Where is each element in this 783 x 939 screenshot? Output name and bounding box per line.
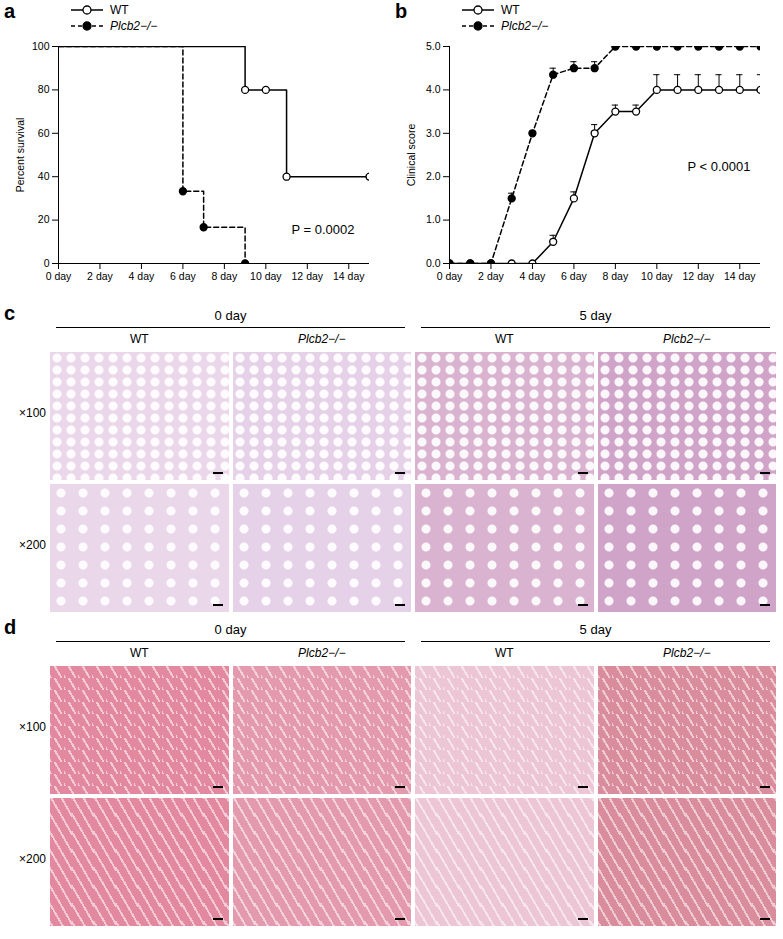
svg-text:8 day: 8 day — [212, 270, 238, 282]
svg-text:0 day: 0 day — [437, 270, 463, 282]
svg-text:60: 60 — [38, 127, 50, 139]
html-text:WT: WT — [129, 646, 149, 660]
html-text:Plcb2−/−: Plcb2−/− — [298, 332, 346, 346]
html-text:WT: WT — [501, 3, 520, 17]
svg-text:4 day: 4 day — [520, 270, 546, 282]
html-text:5 day: 5 day — [579, 622, 612, 637]
html-text:WT: WT — [129, 332, 149, 346]
html-text:0 day: 0 day — [214, 622, 247, 637]
svg-text:4 day: 4 day — [129, 270, 155, 282]
svg-text:6 day: 6 day — [170, 270, 196, 282]
svg-text:8 day: 8 day — [603, 270, 629, 282]
svg-text:0: 0 — [44, 257, 50, 269]
html-text:Plcb2−/−: Plcb2−/− — [501, 19, 549, 33]
svg-text:0.0: 0.0 — [426, 257, 441, 269]
html-text:Plcb2−/−: Plcb2−/− — [298, 646, 346, 660]
svg-text:40: 40 — [38, 170, 50, 182]
svg-text:P = 0.0002: P = 0.0002 — [291, 222, 354, 237]
html-text:WT: WT — [110, 3, 129, 17]
svg-text:14 day: 14 day — [333, 270, 365, 282]
svg-text:12 day: 12 day — [292, 270, 324, 282]
svg-text:100: 100 — [32, 40, 50, 52]
svg-text:10 day: 10 day — [641, 270, 673, 282]
svg-text:20: 20 — [38, 213, 50, 225]
svg-text:2 day: 2 day — [87, 270, 113, 282]
svg-text:3.0: 3.0 — [426, 127, 441, 139]
svg-text:1.0: 1.0 — [426, 213, 441, 225]
svg-text:4.0: 4.0 — [426, 83, 441, 95]
html-text:c: c — [4, 302, 16, 324]
html-text:×100: ×100 — [19, 406, 46, 420]
html-text:×200: ×200 — [19, 538, 46, 552]
html-text:WT: WT — [494, 646, 514, 660]
html-text:a: a — [4, 0, 16, 22]
svg-text:12 day: 12 day — [683, 270, 715, 282]
svg-text:Clinical score: Clinical score — [405, 124, 417, 187]
svg-text:0 day: 0 day — [46, 270, 72, 282]
html-text:WT: WT — [494, 332, 514, 346]
html-text:×200: ×200 — [19, 852, 46, 866]
svg-text:2.0: 2.0 — [426, 170, 441, 182]
svg-text:14 day: 14 day — [724, 270, 756, 282]
html-text:d: d — [4, 616, 17, 638]
html-text:Plcb2−/−: Plcb2−/− — [663, 332, 711, 346]
svg-text:Percent survival: Percent survival — [14, 118, 26, 193]
html-text:5 day: 5 day — [579, 308, 612, 323]
svg-text:80: 80 — [38, 83, 50, 95]
html-text:Plcb2−/−: Plcb2−/− — [110, 19, 158, 33]
svg-text:10 day: 10 day — [250, 270, 282, 282]
svg-text:P < 0.0001: P < 0.0001 — [687, 159, 750, 174]
html-text:b: b — [395, 0, 408, 22]
svg-text:2 day: 2 day — [478, 270, 504, 282]
html-text:×100: ×100 — [19, 720, 46, 734]
svg-text:6 day: 6 day — [561, 270, 587, 282]
html-text:Plcb2−/−: Plcb2−/− — [663, 646, 711, 660]
html-text:0 day: 0 day — [214, 308, 247, 323]
svg-text:5.0: 5.0 — [426, 40, 441, 52]
